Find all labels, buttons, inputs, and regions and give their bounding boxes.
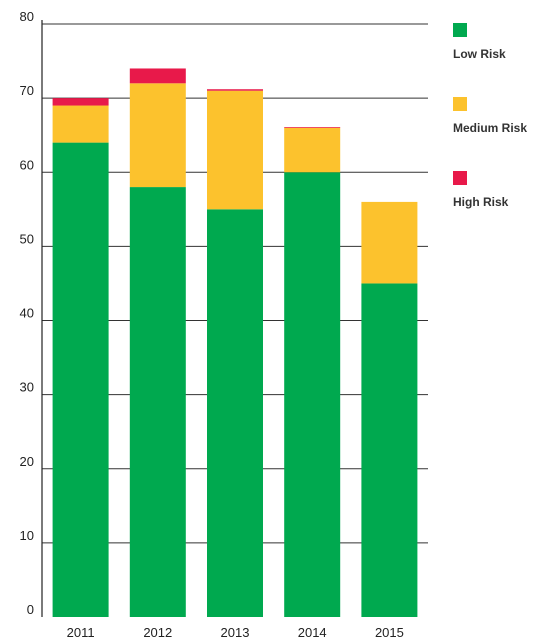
y-tick-label-40: 40	[20, 306, 34, 321]
bar-2011-medium-risk	[52, 105, 109, 143]
bar-2014-high-risk	[284, 127, 341, 128]
y-tick-label-80: 80	[20, 9, 34, 24]
y-axis-ticks: 0 10 20 30 40 50 60 70 80	[20, 9, 34, 617]
y-tick-label-60: 60	[20, 157, 34, 172]
y-tick-label-10: 10	[20, 528, 34, 543]
bar-2015-low-risk	[361, 283, 418, 617]
bar-2013-low-risk	[207, 209, 263, 617]
y-tick-label-20: 20	[20, 454, 34, 469]
bar-2012-high-risk	[129, 68, 186, 84]
bar-2011-high-risk	[52, 98, 109, 106]
bar-2015-medium-risk	[361, 201, 418, 284]
legend-swatch-low-risk	[453, 23, 467, 37]
y-tick-label-50: 50	[20, 231, 34, 246]
legend-swatch-medium-risk	[453, 97, 467, 111]
x-tick-label-2012: 2012	[143, 625, 172, 640]
y-tick-label-0: 0	[27, 602, 34, 617]
y-tick-label-30: 30	[20, 380, 34, 395]
x-axis-ticks: 2011 2012 2013 2014 2015	[67, 625, 404, 640]
legend-label-low-risk: Low Risk	[453, 47, 506, 61]
x-tick-label-2011: 2011	[67, 625, 95, 640]
bar-2014-low-risk	[284, 172, 341, 617]
bars	[52, 68, 418, 617]
bar-2012-medium-risk	[129, 83, 186, 188]
bar-2013-medium-risk	[207, 90, 263, 210]
bar-2013-high-risk	[207, 89, 263, 91]
y-tick-label-70: 70	[20, 83, 34, 98]
legend-label-medium-risk: Medium Risk	[453, 121, 527, 135]
bar-2012-low-risk	[129, 187, 186, 617]
bar-2011-low-risk	[52, 142, 109, 617]
x-tick-label-2014: 2014	[298, 625, 327, 640]
legend-swatch-high-risk	[453, 171, 467, 185]
legend-label-high-risk: High Risk	[453, 195, 509, 209]
bar-2014-medium-risk	[284, 127, 341, 173]
x-tick-label-2015: 2015	[375, 625, 404, 640]
x-tick-label-2013: 2013	[221, 625, 250, 640]
legend: Low Risk Medium Risk High Risk	[453, 23, 527, 209]
